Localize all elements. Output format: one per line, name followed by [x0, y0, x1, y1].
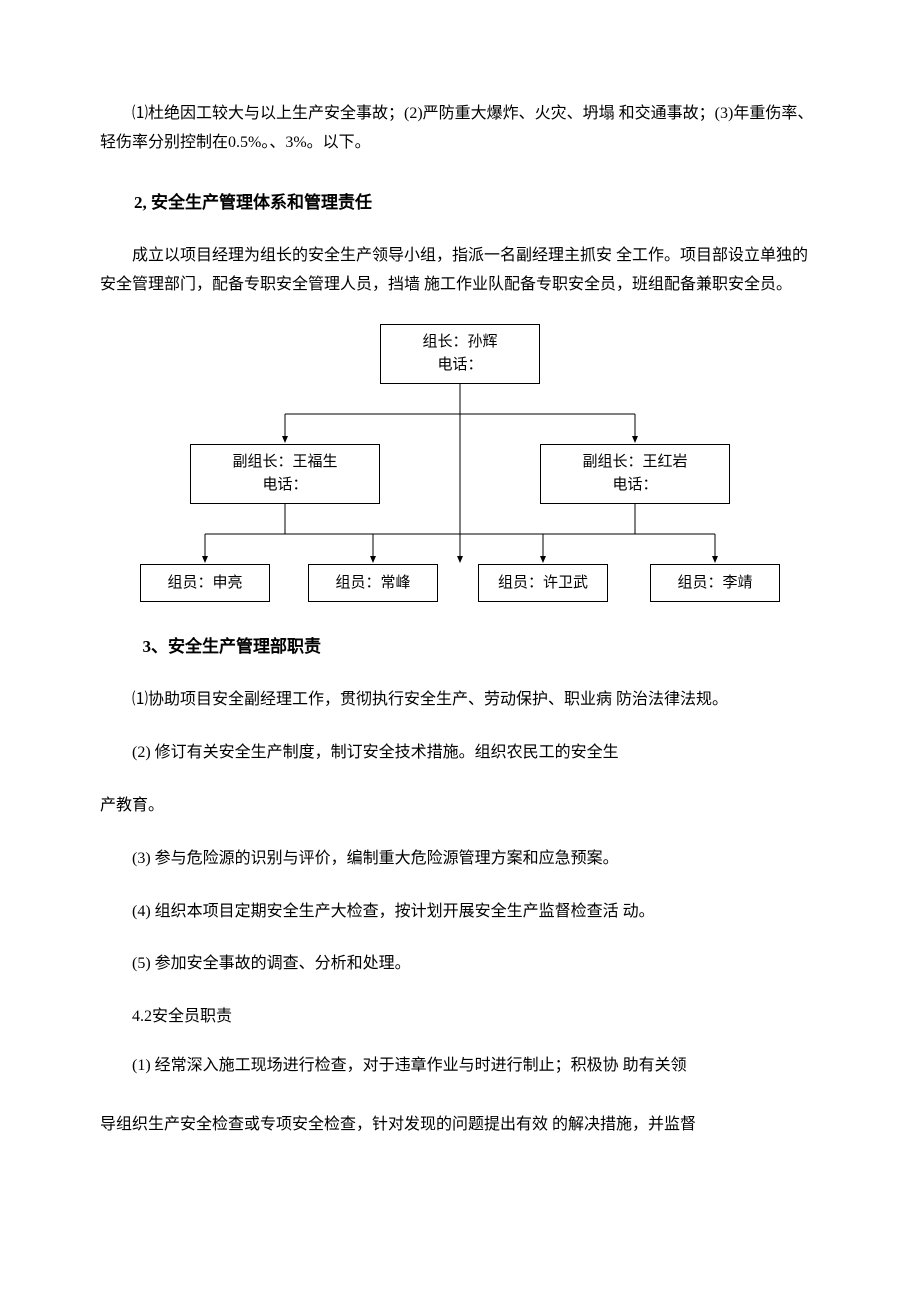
node-deputy-right-name: 副组长：王红岩: [582, 451, 687, 474]
section-3-heading: 3、安全生产管理部职责: [100, 632, 820, 663]
section-3-item-2a: (2) 修订有关安全生产制度，制订安全技术措施。组织农民工的安全生: [100, 739, 820, 768]
section-2-heading: 2, 安全生产管理体系和管理责任: [100, 188, 820, 219]
section-3-item-4: (4) 组织本项目定期安全生产大检查，按计划开展安全生产监督检查活 动。: [100, 898, 820, 927]
node-deputy-left-name: 副组长：王福生: [232, 451, 337, 474]
section-4-2-item-1b: 导组织生产安全检查或专项安全检查，针对发现的问题提出有效 的解决措施，并监督: [100, 1111, 820, 1140]
node-leader-phone: 电话：: [437, 354, 482, 377]
node-deputy-right: 副组长：王红岩 电话：: [540, 444, 730, 504]
section-3-item-3: (3) 参与危险源的识别与评价，编制重大危险源管理方案和应急预案。: [100, 845, 820, 874]
section-3-item-1: ⑴协助项目安全副经理工作，贯彻执行安全生产、劳动保护、职业病 防治法律法规。: [100, 686, 820, 715]
section-3-item-5: (5) 参加安全事故的调查、分析和处理。: [100, 950, 820, 979]
node-member-1: 组员：申亮: [140, 564, 270, 602]
node-deputy-left-phone: 电话：: [262, 474, 307, 497]
node-leader: 组长：孙辉 电话：: [380, 324, 540, 384]
section-3-item-2b: 产教育。: [100, 792, 820, 821]
node-leader-name: 组长：孙辉: [422, 331, 497, 354]
node-member-2: 组员：常峰: [308, 564, 438, 602]
section-2-body: 成立以项目经理为组长的安全生产领导小组，指派一名副经理主抓安 全工作。项目部设立…: [100, 242, 820, 300]
node-member-4: 组员：李靖: [650, 564, 780, 602]
node-deputy-right-phone: 电话：: [612, 474, 657, 497]
section-4-2-item-1a: (1) 经常深入施工现场进行检查，对于违章作业与时进行制止；积极协 助有关领: [100, 1052, 820, 1081]
goals-paragraph: ⑴杜绝因工较大与以上生产安全事故；(2)严防重大爆炸、火灾、坍塌 和交通事故；(…: [100, 100, 820, 158]
node-deputy-left: 副组长：王福生 电话：: [190, 444, 380, 504]
section-4-2-heading: 4.2安全员职责: [100, 1003, 820, 1032]
org-flowchart: 组长：孙辉 电话： 副组长：王福生 电话： 副组长：王红岩 电话： 组员：申亮 …: [140, 324, 780, 624]
node-member-3: 组员：许卫武: [478, 564, 608, 602]
